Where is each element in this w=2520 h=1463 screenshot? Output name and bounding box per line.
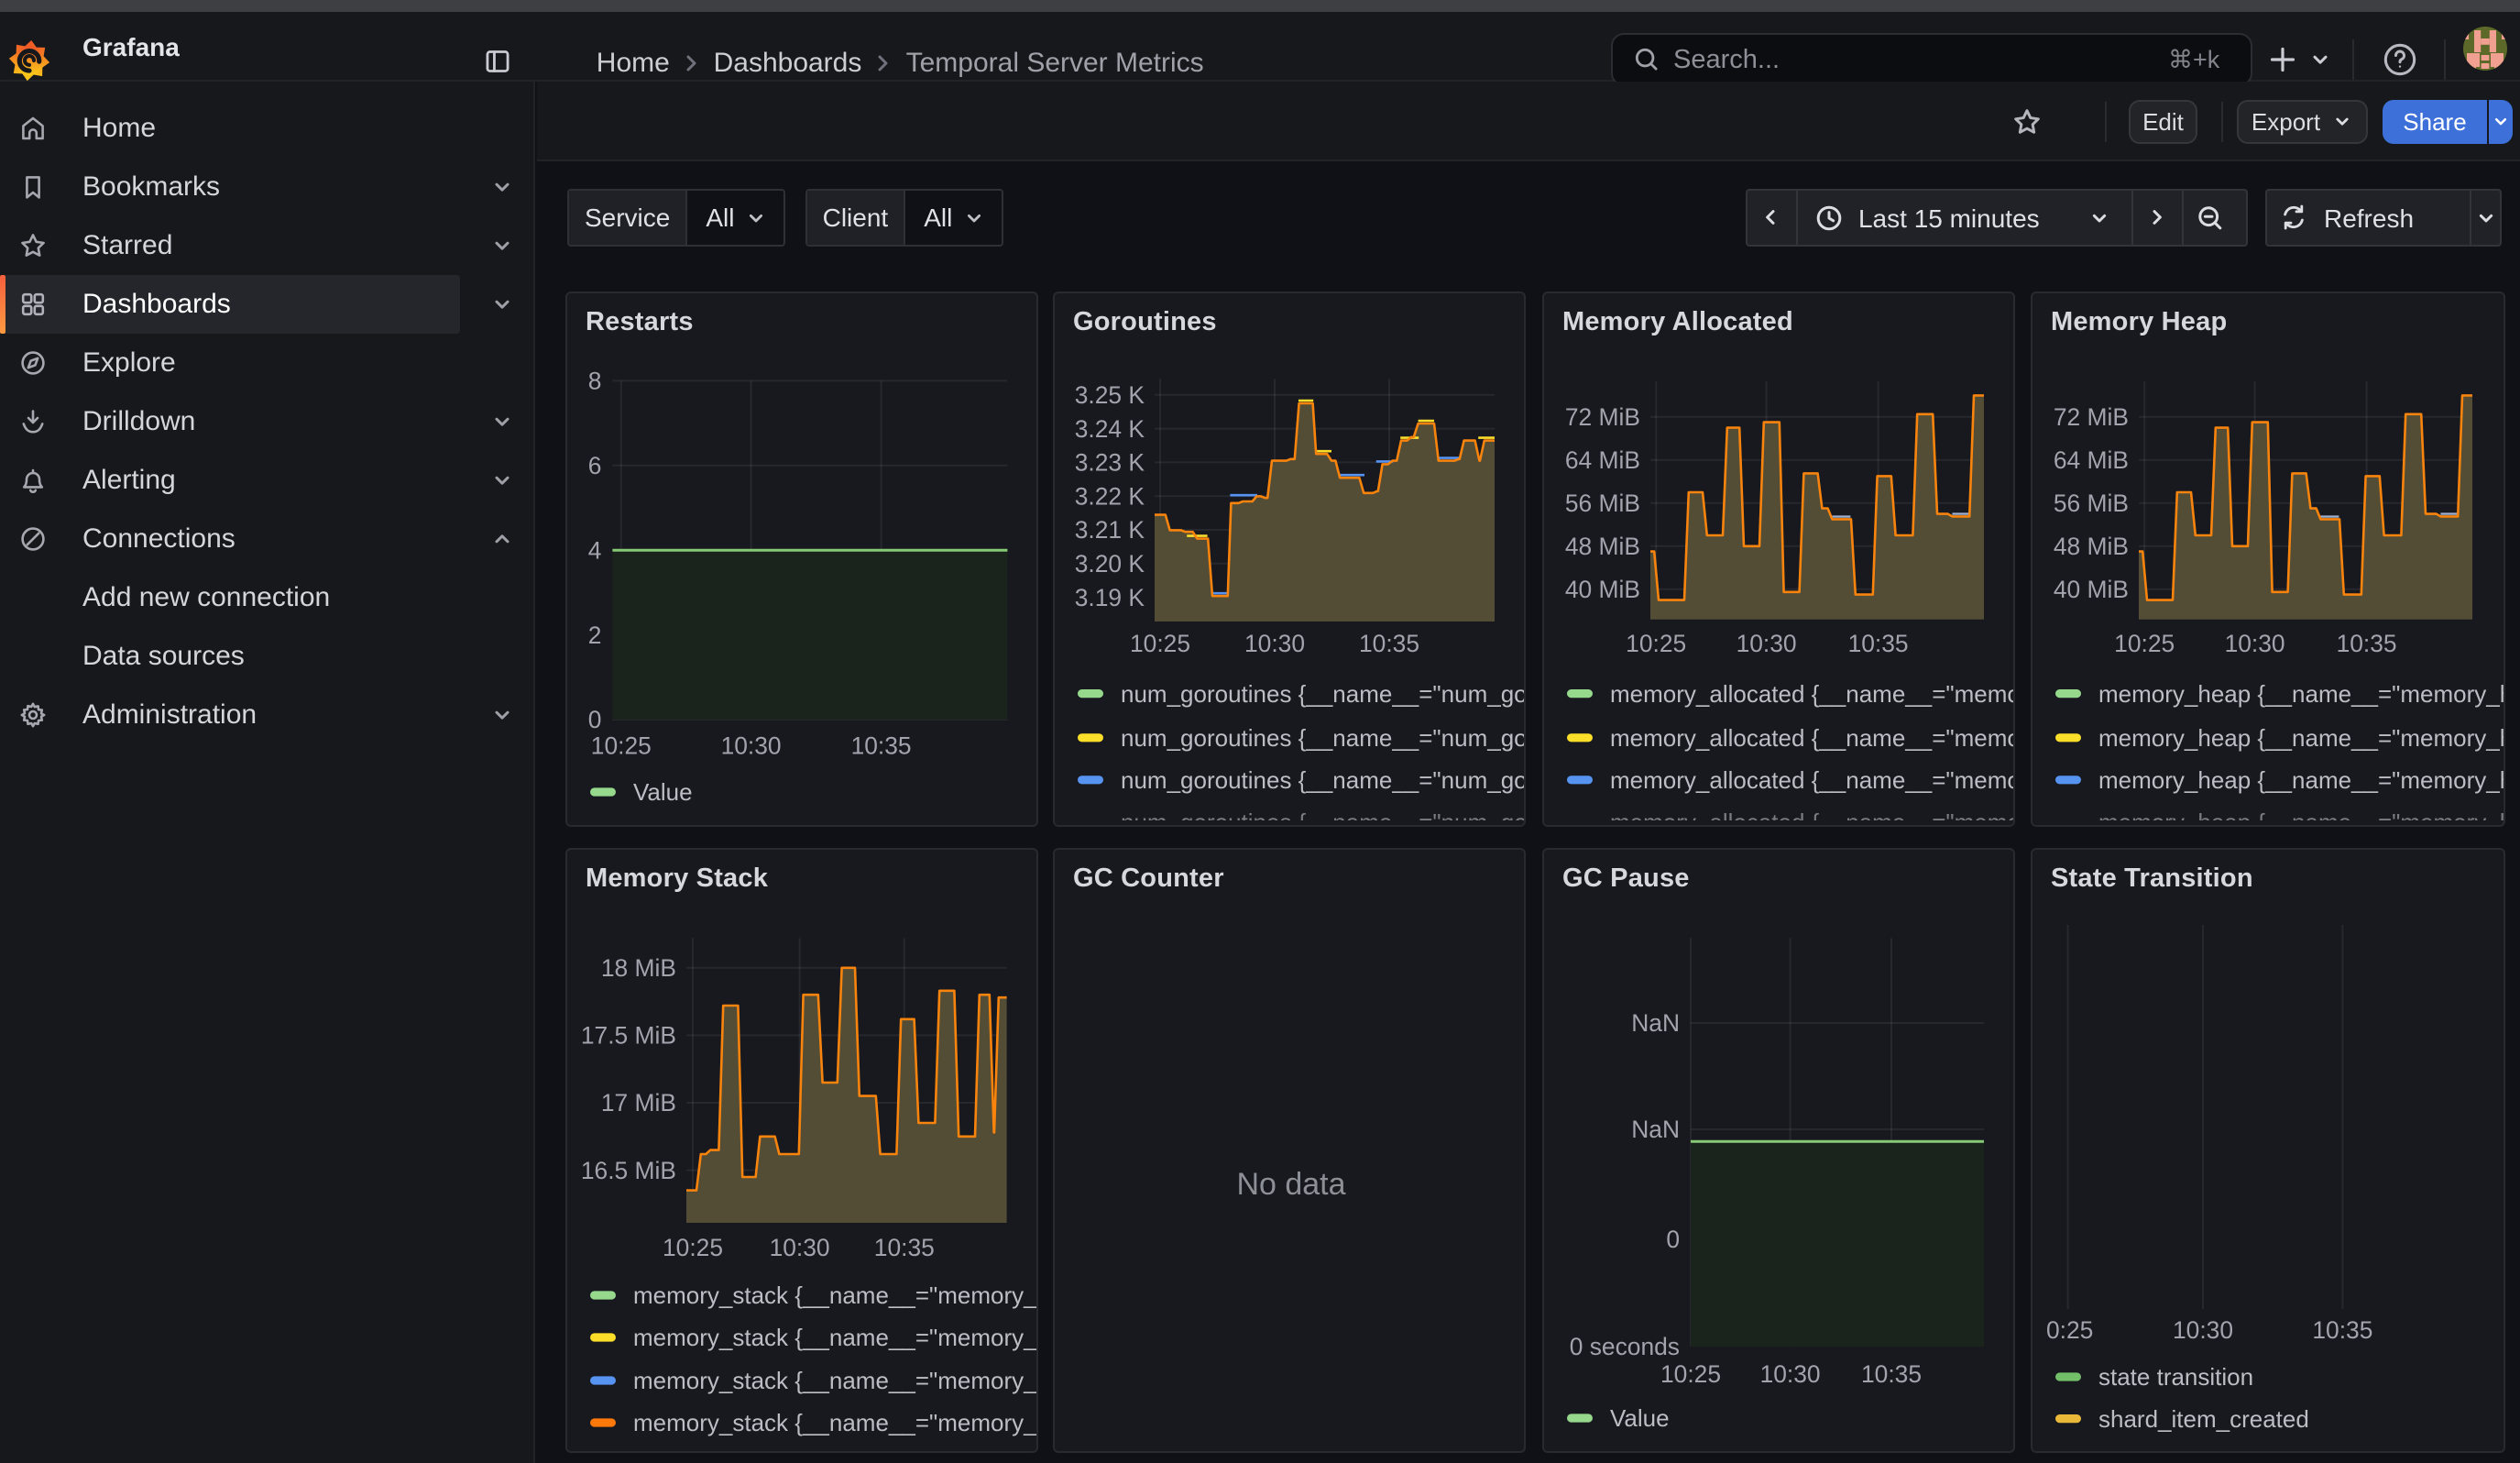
svg-text:Value: Value (633, 778, 693, 806)
svg-text:10:30: 10:30 (721, 732, 782, 760)
svg-text:memory_allocated {__name__="me: memory_allocated {__name__="memo (1610, 680, 2013, 708)
svg-text:56 MiB: 56 MiB (2054, 490, 2129, 517)
svg-text:memory_allocated {__name__="me: memory_allocated {__name__="memo (1610, 766, 2013, 794)
svg-text:3.20 K: 3.20 K (1075, 550, 1145, 578)
svg-text:state transition: state transition (2098, 1363, 2253, 1391)
svg-text:4: 4 (588, 536, 602, 564)
svg-text:10:25: 10:25 (1626, 630, 1686, 657)
svg-text:10:35: 10:35 (2312, 1316, 2372, 1344)
svg-text:72 MiB: 72 MiB (2054, 403, 2129, 431)
svg-text:2: 2 (588, 622, 602, 649)
svg-text:10:30: 10:30 (2173, 1316, 2233, 1344)
svg-text:40 MiB: 40 MiB (2054, 576, 2129, 603)
svg-text:10:30: 10:30 (2225, 630, 2285, 657)
svg-text:NaN: NaN (1631, 1009, 1680, 1037)
svg-text:6: 6 (588, 452, 602, 479)
svg-text:shard_item_created: shard_item_created (2098, 1405, 2309, 1433)
svg-text:10:35: 10:35 (1848, 630, 1909, 657)
svg-text:memory_stack {__name__="memory: memory_stack {__name__="memory_s (633, 1409, 1036, 1436)
svg-text:10:25: 10:25 (1130, 630, 1190, 657)
svg-text:10:30: 10:30 (1760, 1360, 1821, 1388)
svg-text:10:30: 10:30 (1244, 630, 1305, 657)
svg-text:10:35: 10:35 (851, 732, 912, 760)
svg-text:10:35: 10:35 (1359, 630, 1419, 657)
svg-text:72 MiB: 72 MiB (1565, 403, 1640, 431)
svg-text:3.25 K: 3.25 K (1075, 381, 1145, 409)
svg-text:3.23 K: 3.23 K (1075, 449, 1145, 477)
svg-text:3.24 K: 3.24 K (1075, 415, 1145, 443)
svg-text:8: 8 (588, 368, 602, 395)
svg-text:10:35: 10:35 (874, 1234, 935, 1261)
svg-text:NaN: NaN (1631, 1116, 1680, 1143)
svg-text:memory_stack {__name__="memory: memory_stack {__name__="memory_s (633, 1367, 1036, 1394)
svg-text:16.5 MiB: 16.5 MiB (581, 1157, 676, 1184)
svg-text:48 MiB: 48 MiB (1565, 533, 1640, 560)
svg-text:0:25: 0:25 (2046, 1316, 2093, 1344)
svg-text:0: 0 (1666, 1226, 1680, 1253)
svg-text:10:35: 10:35 (1861, 1360, 1922, 1388)
svg-text:10:35: 10:35 (2337, 630, 2397, 657)
svg-text:memory_heap {__name__="memory_: memory_heap {__name__="memory_h (2098, 724, 2504, 752)
svg-text:10:30: 10:30 (1737, 630, 1797, 657)
svg-text:3.19 K: 3.19 K (1075, 584, 1145, 611)
svg-text:num_goroutines {__name__="num_: num_goroutines {__name__="num_go (1121, 680, 1524, 708)
svg-text:memory_heap {__name__="memory_: memory_heap {__name__="memory_h (2098, 680, 2504, 708)
svg-text:num_goroutines {__name__="num_: num_goroutines {__name__="num_go (1121, 766, 1524, 794)
svg-text:40 MiB: 40 MiB (1565, 576, 1640, 603)
svg-text:num_goroutines {__name__="num_: num_goroutines {__name__="num_go (1121, 724, 1524, 752)
svg-text:0: 0 (588, 706, 602, 733)
svg-text:3.21 K: 3.21 K (1075, 516, 1145, 544)
svg-text:17 MiB: 17 MiB (601, 1089, 676, 1116)
svg-text:64 MiB: 64 MiB (1565, 446, 1640, 474)
svg-text:10:25: 10:25 (591, 732, 652, 760)
svg-text:17.5 MiB: 17.5 MiB (581, 1022, 676, 1050)
svg-text:18 MiB: 18 MiB (601, 954, 676, 982)
svg-text:10:25: 10:25 (2114, 630, 2175, 657)
svg-text:3.22 K: 3.22 K (1075, 482, 1145, 510)
svg-text:memory_stack {__name__="memory: memory_stack {__name__="memory_s (633, 1324, 1036, 1351)
svg-text:0 seconds: 0 seconds (1570, 1333, 1680, 1360)
svg-text:memory_stack {__name__="memory: memory_stack {__name__="memory_s (633, 1282, 1036, 1309)
svg-text:64 MiB: 64 MiB (2054, 446, 2129, 474)
svg-text:10:25: 10:25 (663, 1234, 723, 1261)
svg-text:10:30: 10:30 (770, 1234, 830, 1261)
svg-text:memory_allocated {__name__="me: memory_allocated {__name__="memo (1610, 724, 2013, 752)
svg-text:No data: No data (1236, 1167, 1345, 1202)
svg-text:56 MiB: 56 MiB (1565, 490, 1640, 517)
svg-text:Value: Value (1610, 1404, 1670, 1432)
svg-text:10:25: 10:25 (1660, 1360, 1721, 1388)
svg-text:48 MiB: 48 MiB (2054, 533, 2129, 560)
svg-text:memory_heap {__name__="memory_: memory_heap {__name__="memory_h (2098, 766, 2504, 794)
